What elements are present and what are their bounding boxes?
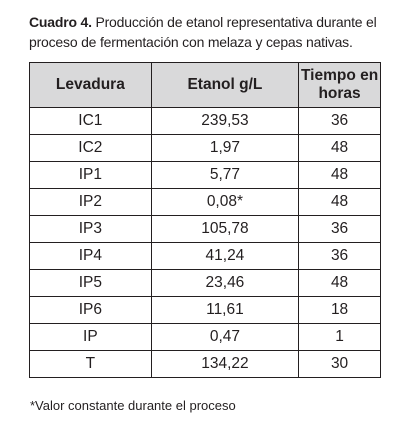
cell-tiempo: 36	[298, 242, 381, 270]
table-row: IP3 105,78 36	[29, 215, 381, 243]
cell-levadura: IC2	[29, 134, 152, 162]
table-row: IC1 239,53 36	[29, 107, 381, 135]
cell-levadura: IC1	[29, 107, 152, 135]
table-row: IP5 23,46 48	[29, 269, 381, 297]
cell-tiempo: 30	[298, 350, 381, 378]
cell-levadura: IP5	[29, 269, 152, 297]
table-row: T 134,22 30	[29, 350, 381, 378]
header-tiempo: Tiempo en horas	[298, 62, 381, 108]
footnote: *Valor constante durante el proceso	[30, 398, 236, 413]
cell-levadura: IP6	[29, 296, 152, 324]
table-header: Levadura Etanol g/L Tiempo en horas	[29, 62, 381, 108]
caption-text: Producción de etanol representativa dura…	[29, 14, 377, 50]
cell-tiempo: 36	[298, 215, 381, 243]
table-row: IP 0,47 1	[29, 323, 381, 351]
table-row: IP4 41,24 36	[29, 242, 381, 270]
header-etanol: Etanol g/L	[150, 62, 300, 108]
header-row: Levadura Etanol g/L Tiempo en horas	[29, 62, 381, 108]
cell-etanol: 23,46	[150, 269, 300, 297]
table-row: IP2 0,08* 48	[29, 188, 381, 216]
cell-etanol: 134,22	[150, 350, 300, 378]
cell-etanol: 105,78	[150, 215, 300, 243]
table-row: IP6 11,61 18	[29, 296, 381, 324]
cell-etanol: 1,97	[150, 134, 300, 162]
cell-tiempo: 36	[298, 107, 381, 135]
cell-tiempo: 18	[298, 296, 381, 324]
cell-levadura: IP	[29, 323, 152, 351]
cell-levadura: T	[29, 350, 152, 378]
table-body: IC1 239,53 36 IC2 1,97 48 IP1 5,77 48 IP2 0,08* 48 I…	[29, 107, 381, 378]
cell-tiempo: 1	[298, 323, 381, 351]
ethanol-production-table: Levadura Etanol g/L Tiempo en horas IC1 2…	[29, 62, 381, 378]
cell-levadura: IP1	[29, 161, 152, 189]
cell-etanol: 0,47	[150, 323, 300, 351]
table-row: IP1 5,77 48	[29, 161, 381, 189]
cell-etanol: 239,53	[150, 107, 300, 135]
table-row: IC2 1,97 48	[29, 134, 381, 162]
cell-levadura: IP3	[29, 215, 152, 243]
header-levadura: Levadura	[29, 62, 152, 108]
cell-etanol: 0,08*	[150, 188, 300, 216]
cell-tiempo: 48	[298, 161, 381, 189]
cell-tiempo: 48	[298, 269, 381, 297]
caption-label: Cuadro 4.	[29, 14, 92, 30]
cell-levadura: IP4	[29, 242, 152, 270]
cell-tiempo: 48	[298, 134, 381, 162]
cell-etanol: 41,24	[150, 242, 300, 270]
table-caption: Cuadro 4. Producción de etanol represent…	[29, 12, 409, 52]
cell-etanol: 11,61	[150, 296, 300, 324]
cell-etanol: 5,77	[150, 161, 300, 189]
cell-tiempo: 48	[298, 188, 381, 216]
cell-levadura: IP2	[29, 188, 152, 216]
